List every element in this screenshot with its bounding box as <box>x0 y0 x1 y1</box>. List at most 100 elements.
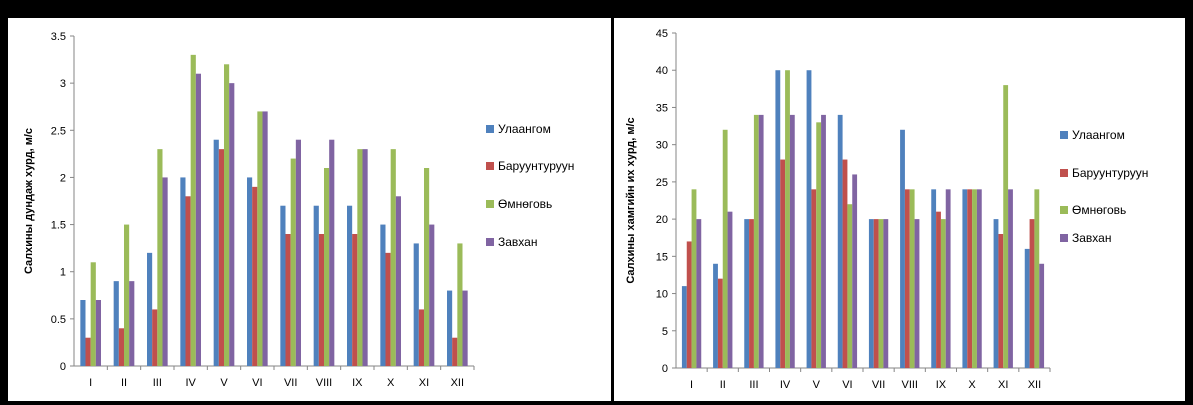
x-tick-label: VI <box>252 377 262 389</box>
bar <box>347 205 353 366</box>
bar <box>837 114 843 368</box>
bar <box>195 73 201 366</box>
bar <box>180 177 186 366</box>
y-tick-label: 0 <box>60 361 66 373</box>
y-tick-label: 15 <box>656 251 668 263</box>
bar <box>290 158 296 366</box>
bar <box>147 252 153 366</box>
bar <box>262 111 268 366</box>
bar <box>362 149 368 366</box>
x-tick-label: IX <box>936 379 947 391</box>
x-tick-label: X <box>387 377 395 389</box>
bar <box>247 177 253 366</box>
bar <box>80 300 86 366</box>
bar <box>229 83 235 367</box>
x-tick-label: VII <box>872 379 885 391</box>
y-tick-label: 35 <box>656 102 668 114</box>
y-axis-label: Салхины дундаж хурд, м/с <box>23 128 35 274</box>
bar <box>85 337 91 366</box>
bar <box>696 219 702 368</box>
bar <box>1024 248 1030 368</box>
bar <box>352 234 358 366</box>
bar <box>213 139 219 366</box>
bar <box>1034 189 1040 368</box>
y-tick-label: 1 <box>60 267 66 279</box>
bar <box>868 219 874 368</box>
bar <box>418 309 424 366</box>
bar <box>252 186 258 366</box>
bar <box>904 189 910 368</box>
x-tick-label: XII <box>1028 379 1041 391</box>
bar <box>931 189 937 368</box>
bar <box>1029 219 1035 368</box>
x-tick-label: IX <box>352 377 363 389</box>
bar <box>847 204 853 368</box>
bar <box>713 263 718 368</box>
bar <box>883 219 889 368</box>
bar <box>1003 85 1009 368</box>
bar <box>313 205 319 366</box>
bar <box>785 70 790 368</box>
legend-label: Завхан <box>498 235 537 249</box>
bar <box>681 286 687 368</box>
bar <box>967 189 973 368</box>
x-tick-label: IV <box>185 377 196 389</box>
chart-panel-mean-wind: 0 0.5 1 1.5 2 2.5 3 3.5 I II III IV V VI VII VIII IX X XI X… <box>8 18 611 401</box>
bar <box>390 149 396 366</box>
x-tick-label: I <box>690 379 693 391</box>
bar <box>945 189 951 368</box>
bar <box>413 243 419 366</box>
bar <box>909 189 915 368</box>
bar <box>462 290 468 366</box>
bar <box>452 337 458 366</box>
legend-swatch <box>486 162 494 170</box>
x-tick-label: VIII <box>316 377 333 389</box>
legend-swatch <box>1060 131 1068 139</box>
x-tick-label: VII <box>284 377 297 389</box>
mean-wind-speed-chart: 00.511.522.533.5I II III IV V VI VII VIII IX X XI X… <box>23 31 574 389</box>
bar <box>962 189 968 368</box>
bar <box>118 328 124 366</box>
bar <box>852 174 858 368</box>
x-tick-label: III <box>153 377 162 389</box>
x-tick-label: XI <box>419 377 429 389</box>
bar <box>727 211 733 368</box>
bar <box>380 224 386 366</box>
bar <box>914 219 920 368</box>
bar <box>90 262 96 366</box>
bar <box>722 129 728 368</box>
bar <box>152 309 158 366</box>
x-tick-label: V <box>220 377 228 389</box>
bar <box>324 168 330 366</box>
bar <box>295 139 301 366</box>
legend-label: Завхан <box>1072 231 1111 245</box>
bar <box>113 281 119 366</box>
y-tick-label: 0 <box>662 363 668 375</box>
y-axis-label: Салхины хамгийн их хурд, м/с <box>625 117 637 283</box>
bar <box>429 224 435 366</box>
bar <box>424 168 430 366</box>
x-tick-label: II <box>720 379 726 391</box>
x-tick-label: XI <box>998 379 1008 391</box>
bar <box>280 205 286 366</box>
bar <box>873 219 879 368</box>
bar <box>686 241 692 368</box>
y-tick-label: 25 <box>656 177 668 189</box>
y-tick-label: 10 <box>656 289 668 301</box>
legend-label: Баруунтуруун <box>1072 166 1148 180</box>
bar <box>1039 263 1045 368</box>
legend-swatch <box>486 238 494 246</box>
bar <box>129 281 135 366</box>
bar <box>395 196 401 366</box>
legend-swatch <box>1060 234 1068 242</box>
legend-swatch <box>486 125 494 133</box>
bar <box>936 211 941 368</box>
y-tick-label: 30 <box>656 140 668 152</box>
bar <box>993 219 999 368</box>
legend-swatch <box>1060 169 1068 177</box>
bar <box>976 189 982 368</box>
legend-label: Улаангом <box>1072 128 1125 142</box>
bar <box>218 149 224 366</box>
bar <box>753 114 759 368</box>
